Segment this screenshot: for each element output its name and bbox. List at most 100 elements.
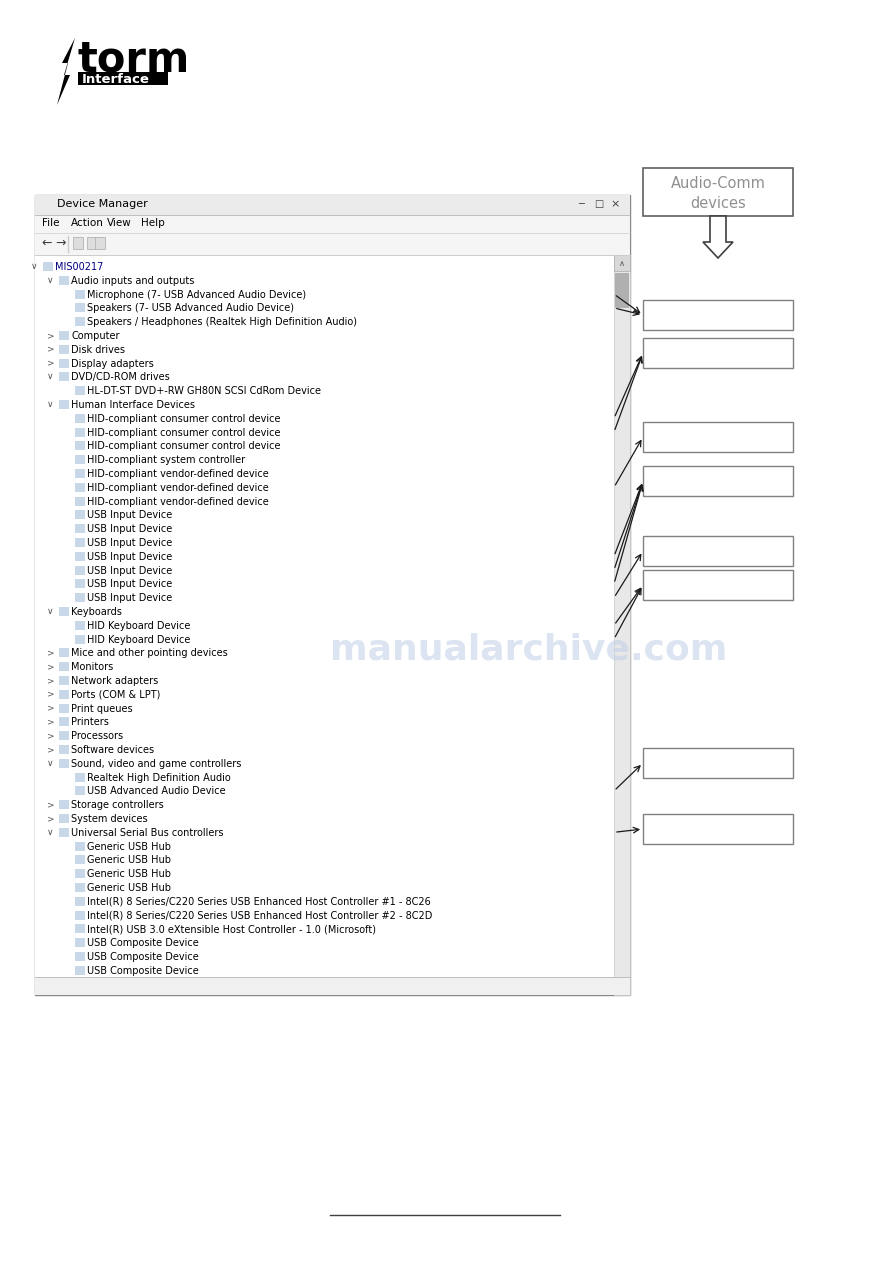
Text: Intel(R) USB 3.0 eXtensible Host Controller - 1.0 (Microsoft): Intel(R) USB 3.0 eXtensible Host Control… bbox=[87, 925, 376, 935]
Bar bbox=[75, 594, 85, 602]
Bar bbox=[59, 827, 69, 837]
Bar bbox=[35, 978, 630, 995]
Bar bbox=[75, 841, 85, 850]
Bar bbox=[614, 255, 630, 272]
Bar bbox=[75, 634, 85, 644]
Bar bbox=[59, 759, 69, 768]
Bar bbox=[59, 608, 69, 616]
Text: Software devices: Software devices bbox=[71, 745, 154, 755]
Text: MIS00217: MIS00217 bbox=[55, 261, 104, 272]
Text: ←: ← bbox=[41, 237, 52, 250]
Bar bbox=[59, 676, 69, 685]
Text: HID Keyboard Device: HID Keyboard Device bbox=[87, 621, 190, 630]
Bar bbox=[75, 621, 85, 630]
Text: HID-compliant vendor-defined device: HID-compliant vendor-defined device bbox=[87, 469, 269, 479]
Text: □: □ bbox=[594, 200, 604, 208]
Text: Print queues: Print queues bbox=[71, 703, 133, 714]
Text: Realtek High Definition Audio: Realtek High Definition Audio bbox=[87, 773, 230, 783]
Text: >: > bbox=[47, 717, 54, 726]
Text: USB Input Device: USB Input Device bbox=[87, 580, 172, 590]
Text: Generic USB Hub: Generic USB Hub bbox=[87, 883, 171, 893]
Bar bbox=[643, 536, 793, 566]
Text: DVD/CD-ROM drives: DVD/CD-ROM drives bbox=[71, 373, 170, 383]
Text: manualarchive.com: manualarchive.com bbox=[330, 633, 728, 667]
Text: Device Manager: Device Manager bbox=[57, 200, 147, 208]
Text: ∨: ∨ bbox=[47, 608, 54, 616]
Text: HID-compliant consumer control device: HID-compliant consumer control device bbox=[87, 414, 280, 424]
Text: USB Input Device: USB Input Device bbox=[87, 510, 172, 520]
Bar bbox=[75, 441, 85, 451]
Text: Generic USB Hub: Generic USB Hub bbox=[87, 841, 171, 851]
Text: Universal Serial Bus controllers: Universal Serial Bus controllers bbox=[71, 827, 223, 837]
Text: >: > bbox=[47, 359, 54, 368]
Bar bbox=[59, 345, 69, 354]
Bar bbox=[59, 690, 69, 698]
Text: Ports (COM & LPT): Ports (COM & LPT) bbox=[71, 690, 161, 700]
Text: Interface: Interface bbox=[82, 73, 150, 86]
Bar bbox=[59, 373, 69, 381]
Text: >: > bbox=[47, 813, 54, 823]
Text: Speakers / Headphones (Realtek High Definition Audio): Speakers / Headphones (Realtek High Defi… bbox=[87, 317, 357, 327]
Bar bbox=[75, 482, 85, 491]
Text: Display adapters: Display adapters bbox=[71, 359, 154, 369]
Text: USB Input Device: USB Input Device bbox=[87, 594, 172, 604]
Text: >: > bbox=[47, 345, 54, 354]
Text: >: > bbox=[47, 690, 54, 698]
Bar bbox=[59, 275, 69, 284]
Text: →: → bbox=[55, 237, 65, 250]
Bar bbox=[643, 748, 793, 778]
Bar bbox=[78, 72, 160, 85]
Bar bbox=[35, 232, 630, 255]
Bar bbox=[59, 648, 69, 658]
Polygon shape bbox=[703, 216, 733, 258]
Text: Audio-Comm
devices: Audio-Comm devices bbox=[671, 176, 765, 211]
Text: Monitors: Monitors bbox=[71, 662, 113, 672]
Bar bbox=[35, 195, 630, 995]
Text: Keyboards: Keyboards bbox=[71, 608, 121, 618]
Bar bbox=[75, 317, 85, 326]
Bar bbox=[75, 538, 85, 547]
Text: ∨: ∨ bbox=[47, 400, 54, 409]
Text: ∨: ∨ bbox=[47, 759, 54, 768]
Bar bbox=[59, 400, 69, 409]
Text: Generic USB Hub: Generic USB Hub bbox=[87, 869, 171, 879]
Text: Help: Help bbox=[141, 218, 164, 229]
Text: >: > bbox=[47, 662, 54, 671]
Text: Storage controllers: Storage controllers bbox=[71, 801, 163, 810]
Bar bbox=[643, 813, 793, 844]
Bar bbox=[75, 773, 85, 782]
Text: Processors: Processors bbox=[71, 731, 123, 741]
Text: Action: Action bbox=[71, 218, 104, 229]
Bar bbox=[95, 237, 105, 249]
Bar bbox=[643, 422, 793, 452]
Text: Network adapters: Network adapters bbox=[71, 676, 158, 686]
Text: USB Composite Device: USB Composite Device bbox=[87, 952, 199, 962]
Bar bbox=[75, 566, 85, 575]
Bar bbox=[75, 897, 85, 906]
Text: >: > bbox=[47, 801, 54, 810]
Bar bbox=[75, 580, 85, 589]
Bar bbox=[75, 911, 85, 919]
Text: ∧: ∧ bbox=[619, 259, 625, 268]
Bar bbox=[75, 787, 85, 796]
Text: HID-compliant vendor-defined device: HID-compliant vendor-defined device bbox=[87, 482, 269, 493]
Text: USB Input Device: USB Input Device bbox=[87, 538, 172, 548]
Text: Sound, video and game controllers: Sound, video and game controllers bbox=[71, 759, 241, 769]
Bar bbox=[75, 455, 85, 465]
Polygon shape bbox=[57, 38, 75, 105]
Bar bbox=[59, 331, 69, 340]
Bar bbox=[75, 289, 85, 298]
Bar bbox=[643, 466, 793, 496]
Bar bbox=[75, 552, 85, 561]
Bar bbox=[75, 469, 85, 477]
Text: Disk drives: Disk drives bbox=[71, 345, 125, 355]
Text: Intel(R) 8 Series/C220 Series USB Enhanced Host Controller #2 - 8C2D: Intel(R) 8 Series/C220 Series USB Enhanc… bbox=[87, 911, 432, 921]
Text: Computer: Computer bbox=[71, 331, 120, 341]
Bar bbox=[159, 72, 168, 85]
Text: HID-compliant system controller: HID-compliant system controller bbox=[87, 455, 245, 465]
Text: >: > bbox=[47, 676, 54, 685]
Bar bbox=[75, 496, 85, 505]
Text: USB Input Device: USB Input Device bbox=[87, 524, 172, 534]
Bar bbox=[35, 215, 630, 232]
Text: ∨: ∨ bbox=[47, 373, 54, 381]
